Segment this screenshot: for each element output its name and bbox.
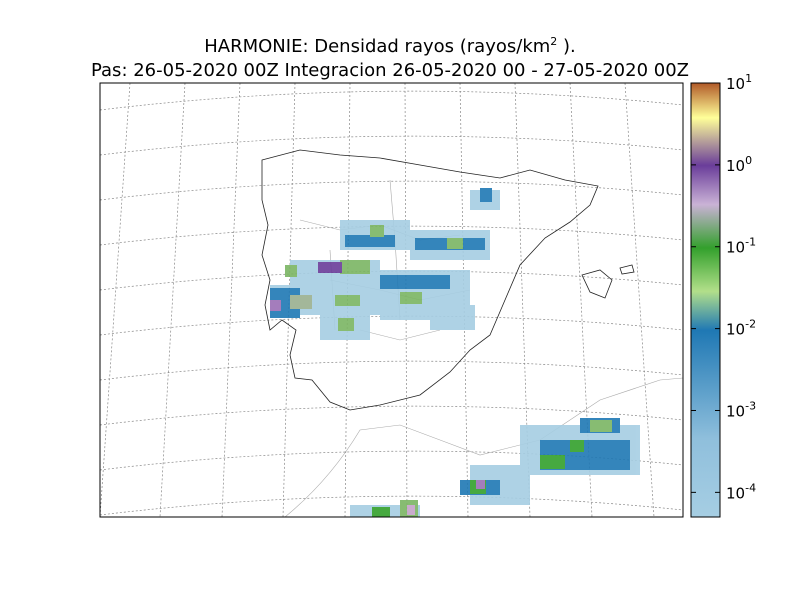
- colorbar-tick-label: 100: [726, 154, 752, 175]
- tick-exponent: -1: [745, 236, 756, 249]
- colorbar-tick-label: 10-4: [726, 481, 756, 502]
- tick-base: 10: [726, 157, 745, 175]
- tick-base: 10: [726, 402, 745, 420]
- tick-exponent: -2: [745, 318, 756, 331]
- tick-exponent: -4: [745, 481, 756, 494]
- tick-exponent: 0: [745, 154, 752, 167]
- tick-base: 10: [726, 75, 745, 93]
- tick-base: 10: [726, 484, 745, 502]
- colorbar-tick-label: 10-3: [726, 399, 756, 420]
- coastline: [261, 149, 599, 411]
- tick-exponent: 1: [745, 72, 752, 85]
- colorbar-tick-label: 10-2: [726, 318, 756, 339]
- density-field: [270, 188, 640, 517]
- colorbar-tick-label: 10-1: [726, 236, 756, 257]
- chart-title: HARMONIE: Densidad rayos (rayos/km2 ).: [204, 35, 576, 57]
- map-frame: [99, 82, 684, 518]
- map: [100, 83, 683, 517]
- tick-exponent: -3: [745, 399, 756, 412]
- tick-base: 10: [726, 321, 745, 339]
- chart-subtitle: Pas: 26-05-2020 00Z Integracion 26-05-20…: [91, 60, 689, 81]
- colorbar-tick-label: 101: [726, 72, 752, 93]
- tick-base: 10: [726, 239, 745, 257]
- colorbar-gradient: [690, 82, 721, 518]
